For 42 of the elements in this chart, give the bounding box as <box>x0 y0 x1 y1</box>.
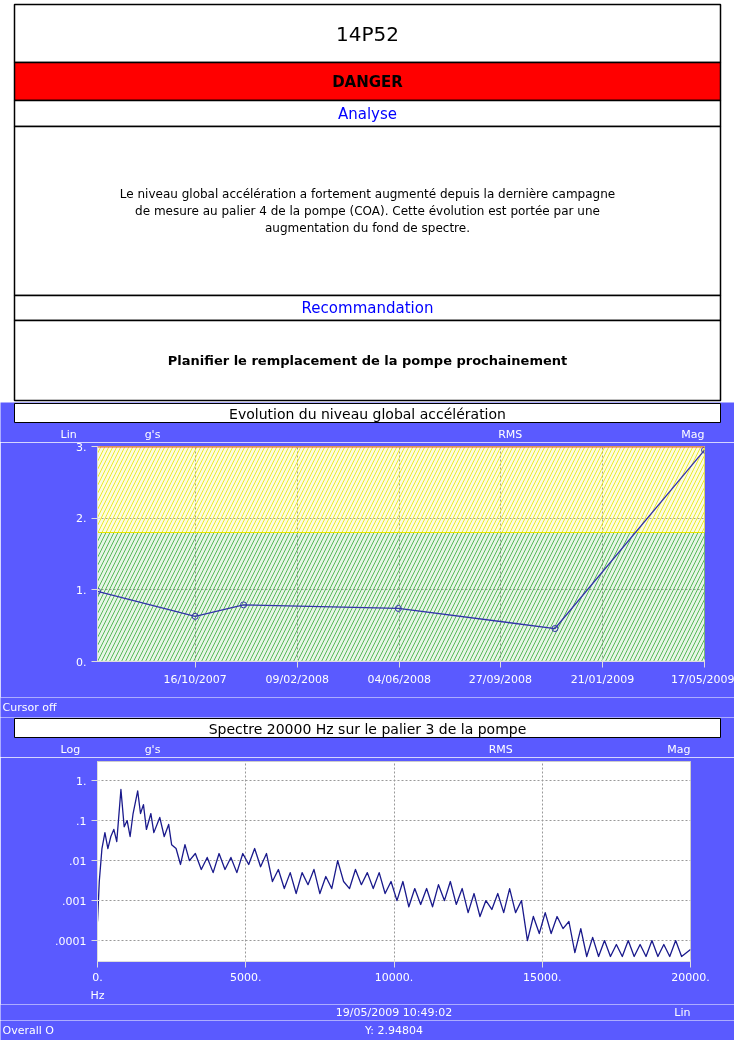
text: g's <box>144 743 161 756</box>
text: DANGER <box>332 72 404 91</box>
text: RMS <box>498 428 523 441</box>
x-tick-label: 17/05/2009 <box>671 672 734 686</box>
x-tick-label: 15000. <box>523 970 562 984</box>
y-tick-label: .001 <box>62 894 87 908</box>
y-tick-label: 1. <box>76 774 87 788</box>
text: Lin <box>674 1006 691 1019</box>
y-tick-label: .01 <box>69 854 87 868</box>
x-tick-label: 21/01/2009 <box>570 672 635 686</box>
y-tick-label: 1. <box>76 583 87 597</box>
y-tick-label: 3. <box>76 440 87 454</box>
x-tick-label: 16/10/2007 <box>163 672 227 686</box>
text: Planifier le remplacement de la pompe prochainement <box>167 353 568 368</box>
text: g's <box>144 428 161 441</box>
x-axis-title: Hz <box>90 988 105 1002</box>
y-tick-label: 2. <box>76 512 87 526</box>
x-tick-label: 04/06/2008 <box>367 672 431 686</box>
text: Mag <box>681 428 705 441</box>
text: Recommandation <box>301 299 434 317</box>
text: 19/05/2009 10:49:02 <box>335 1006 453 1019</box>
y-tick-label: .1 <box>76 814 87 828</box>
chart-title: Spectre 20000 Hz sur le palier 3 de la pompe <box>208 720 527 737</box>
text: Log <box>60 743 81 756</box>
text: Lin <box>60 428 77 441</box>
text: Overall O <box>2 1024 55 1037</box>
text: Mag <box>667 743 691 756</box>
x-tick-label: 0. <box>92 970 103 984</box>
text: 14P52 <box>336 21 399 46</box>
text: Analyse <box>337 104 398 123</box>
y-tick-label: 0. <box>76 655 87 669</box>
x-tick-label: 20000. <box>671 970 710 984</box>
text: Le niveau global accélération a fortement augmenté depuis la dernière campagne de mesure au palier 4 de la pompe (COA). Cette évolution est portée par une augmentation du fond de spectre. <box>119 187 616 235</box>
text: Y: 2.94804 <box>364 1024 423 1037</box>
x-tick-label: 5000. <box>230 970 262 984</box>
chart-title: Evolution du niveau global accélération <box>229 405 506 422</box>
x-tick-label: 27/09/2008 <box>468 672 533 686</box>
x-tick-label: 10000. <box>374 970 414 984</box>
y-tick-label: .0001 <box>55 934 87 948</box>
x-tick-label: 09/02/2008 <box>265 672 329 686</box>
text: Cursor off <box>2 701 57 714</box>
text: RMS <box>488 743 513 756</box>
